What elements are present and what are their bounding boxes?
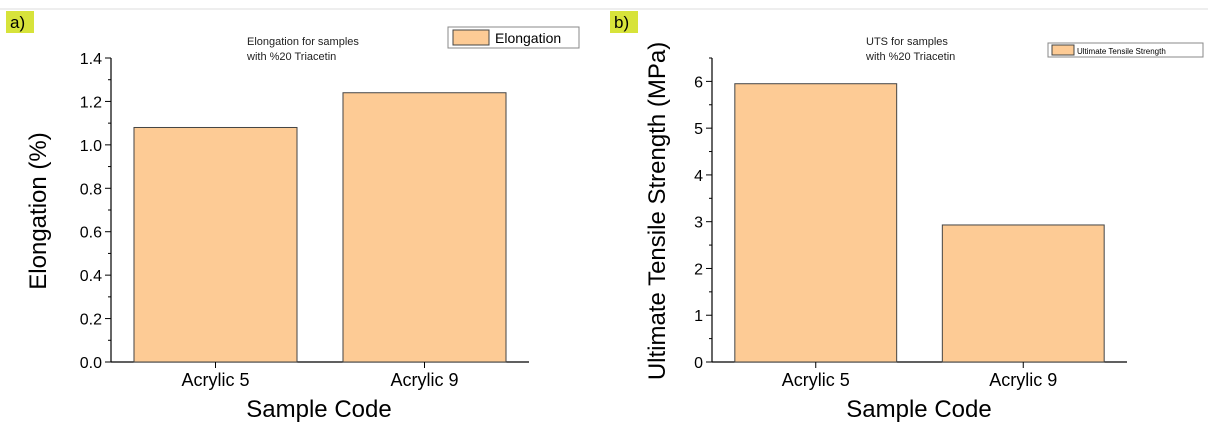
- panel-b-y-tick-label: 2: [694, 261, 703, 278]
- panel-b-tag-background: [610, 11, 638, 33]
- panel-b-title-line-2: with %20 Triacetin: [865, 51, 955, 63]
- panel-a-tag-background: [6, 11, 34, 33]
- panel-a-y-tick-label: 0.6: [80, 225, 102, 242]
- panel-b-category-label: Acrylic 9: [989, 370, 1057, 390]
- panel-b-y-tick-label: 0: [694, 355, 703, 372]
- panel-a-legend-label: Elongation: [495, 30, 561, 46]
- panel-a-y-tick-label: 0.2: [80, 312, 102, 329]
- panel-a-elongation-chart: a) Elongation for samples with %20 Triac…: [6, 11, 580, 423]
- panel-a-legend-swatch: [452, 29, 490, 46]
- panel-b-bar-1: [734, 83, 898, 363]
- panel-b-legend-swatch: [1051, 44, 1075, 56]
- panel-a-y-axis-title: Elongation (%): [25, 132, 52, 289]
- panel-b-tag: b): [614, 13, 629, 32]
- panel-a-y-tick-label: 0.4: [80, 268, 102, 285]
- panel-b-y-tick-label: 1: [694, 308, 703, 325]
- panel-b-bar-2: [941, 224, 1105, 363]
- panel-b-legend-frame: [1047, 42, 1204, 58]
- panel-b-legend-label: Ultimate Tensile Strength: [1077, 47, 1166, 56]
- panel-a-title-line-1: Elongation for samples: [247, 36, 359, 48]
- panel-b-title-line-1: UTS for samples: [866, 36, 948, 48]
- panel-b-plot-area: 0 1 2 3 4 5 6 Acrylic 5 Acrylic 9: [694, 57, 1127, 390]
- panel-a-y-tick-label: 1.0: [80, 138, 102, 155]
- panel-a-y-tick-label: 1.2: [80, 94, 102, 111]
- panel-a-legend: Elongation: [447, 26, 580, 49]
- panel-b-y-tick-label: 5: [694, 121, 703, 138]
- panel-b-x-axis-title: Sample Code: [846, 396, 991, 423]
- panel-a-title-line-2: with %20 Triacetin: [246, 51, 336, 63]
- panel-a-y-tick-label: 0.0: [80, 355, 102, 372]
- panel-b-category-label: Acrylic 5: [782, 370, 850, 390]
- panel-a-tag: a): [10, 13, 25, 32]
- panel-a-bar-2: [342, 92, 507, 363]
- panel-a-category-label: Acrylic 5: [181, 370, 249, 390]
- panel-b-y-tick-label: 3: [694, 215, 703, 232]
- panel-b-y-axis-title: Ultimate Tensile Strength (MPa): [644, 42, 671, 380]
- panel-b-legend: Ultimate Tensile Strength: [1047, 42, 1204, 58]
- panel-a-y-tick-label: 1.4: [80, 51, 102, 68]
- panel-a-plot-area: 0.0 0.2 0.4 0.6 0.8 1.0 1.2 1.4 Acrylic 5 Acrylic…: [80, 51, 529, 390]
- panel-b-y-tick-label: 4: [694, 168, 703, 185]
- panel-a-x-axis-title: Sample Code: [246, 396, 391, 423]
- panel-b-y-tick-label: 6: [694, 74, 703, 91]
- panel-b-uts-chart: b) UTS for samples with %20 Triacetin Ul…: [610, 11, 1204, 423]
- panel-a-y-tick-label: 0.8: [80, 181, 102, 198]
- panel-a-category-label: Acrylic 9: [390, 370, 458, 390]
- panel-a-bar-1: [133, 126, 298, 363]
